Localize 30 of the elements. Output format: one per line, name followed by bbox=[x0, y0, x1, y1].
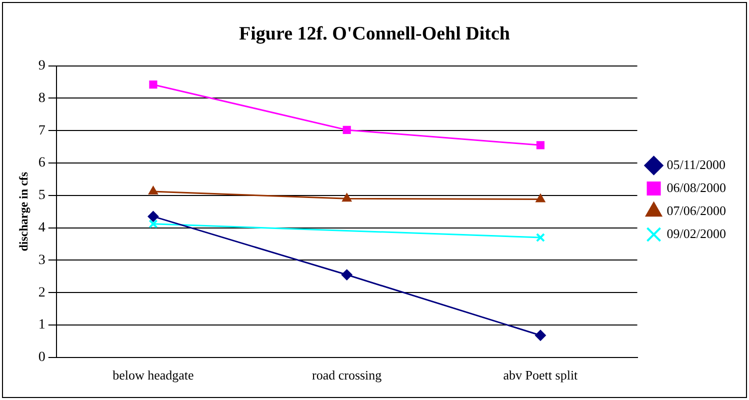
y-tick-label: 5 bbox=[38, 188, 46, 204]
point bbox=[536, 141, 544, 150]
y-axis-title: discharge in cfs bbox=[16, 172, 30, 252]
point bbox=[148, 186, 158, 195]
legend-label: 05/11/2000 bbox=[666, 156, 726, 172]
y-tick-label: 6 bbox=[38, 156, 46, 171]
legend-label: 09/02/2000 bbox=[666, 226, 726, 241]
point bbox=[341, 269, 352, 280]
point bbox=[534, 330, 546, 341]
y-tick-label: 9 bbox=[38, 58, 46, 74]
x-tick-label: road crossing bbox=[312, 368, 382, 383]
chart-title: Figure 12f. O'Connell-Oehl Ditch bbox=[239, 23, 510, 44]
point bbox=[342, 126, 351, 134]
point bbox=[342, 193, 352, 202]
y-tick-label: 2 bbox=[38, 285, 46, 300]
point bbox=[149, 80, 158, 89]
y-tick-label: 3 bbox=[38, 252, 46, 268]
y-tick-label: 8 bbox=[38, 90, 46, 106]
legend-label: 06/08/2000 bbox=[666, 180, 726, 195]
point bbox=[536, 194, 546, 202]
point bbox=[148, 219, 158, 228]
x-tick-label: below headgate bbox=[112, 368, 194, 383]
point bbox=[536, 232, 545, 242]
point bbox=[148, 210, 159, 222]
y-tick-label: 4 bbox=[38, 220, 46, 236]
legend-label: 07/06/2000 bbox=[666, 202, 726, 218]
x-tick-label: abv Poett split bbox=[503, 368, 578, 383]
y-tick-label: 7 bbox=[38, 123, 46, 138]
y-tick-label: 1 bbox=[38, 318, 46, 333]
y-tick-label: 0 bbox=[38, 350, 46, 366]
